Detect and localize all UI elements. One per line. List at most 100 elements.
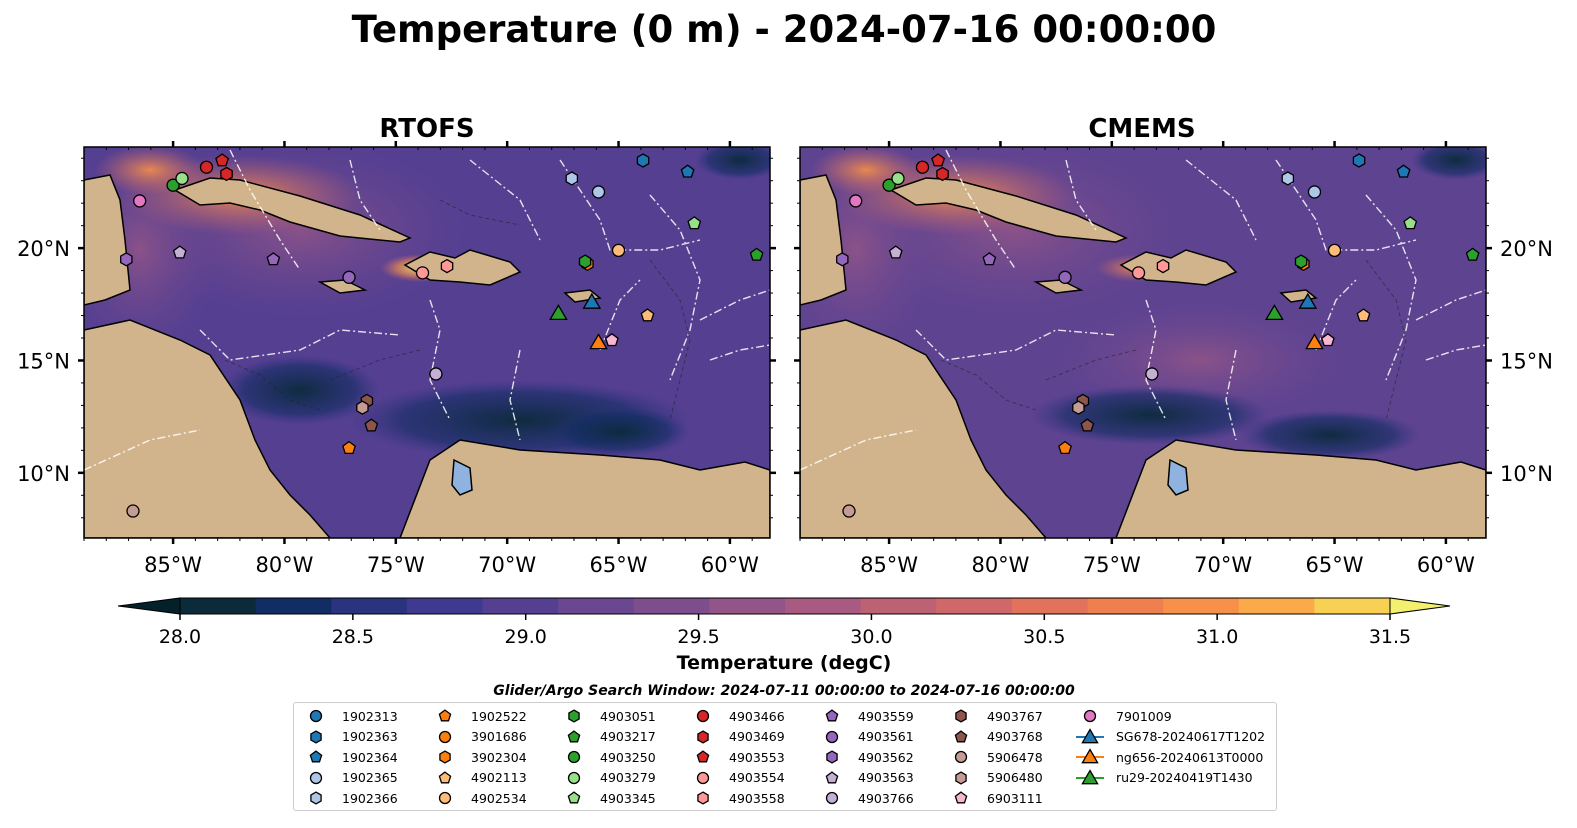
legend-marker-shape (955, 770, 967, 785)
legend-item-4903279: 4903279 (560, 768, 656, 788)
platform-marker-4902113 (640, 308, 655, 322)
legend-marker-shape (825, 730, 839, 743)
platform-marker-4903051 (1294, 254, 1308, 269)
legend-marker-shape (825, 770, 839, 783)
panel-title-cmems: CMEMS (1088, 114, 1195, 144)
colorbar-extend-low (117, 597, 181, 615)
legend-label: 1902364 (342, 749, 398, 765)
y-tick-label: 20°N (1500, 237, 1553, 261)
colorbar-segment (180, 598, 257, 614)
x-tick-label: 60°W (1417, 553, 1475, 577)
legend-item-3901686: 3901686 (431, 727, 527, 747)
colorbar-tick-label: 29.0 (505, 626, 547, 648)
legend-marker-shape (438, 709, 452, 722)
legend-label: SG678-20240617T1202 (1116, 729, 1266, 744)
legend-marker (954, 750, 968, 764)
platform-marker-4902534 (611, 243, 626, 258)
legend-marker-shape (309, 709, 323, 723)
platform-marker-4903561 (342, 270, 356, 284)
legend-marker-shape (439, 750, 451, 764)
platform-marker-4903562 (836, 252, 849, 267)
legend-marker (696, 771, 710, 784)
cool-anomaly (695, 147, 770, 180)
colorbar-segment (860, 598, 937, 614)
legend-marker-shape (697, 729, 709, 744)
legend-label: 4903562 (858, 749, 914, 765)
x-tick-label: 65°W (1306, 553, 1364, 577)
legend-marker (696, 750, 710, 763)
legend-item-4902534: 4902534 (431, 788, 527, 808)
platform-marker-ng656-20240613t0000 (1305, 333, 1324, 350)
platform-marker-4903766 (429, 367, 443, 381)
legend-marker (955, 770, 967, 785)
legend-marker (309, 771, 323, 784)
legend-marker-shape (309, 771, 323, 784)
cool-anomaly (1411, 147, 1486, 180)
colorbar-segment (558, 598, 635, 614)
colorbar-segment (633, 598, 710, 614)
platform-marker-4903279 (175, 171, 189, 186)
legend-item-4903466: 4903466 (689, 706, 785, 726)
legend-marker (1083, 709, 1097, 723)
panel-title-rtofs: RTOFS (379, 114, 474, 144)
y-tick-label: 20°N (17, 237, 70, 261)
legend-marker-shape (310, 729, 322, 744)
legend-marker-shape (310, 791, 322, 805)
colorbar-tick-label: 30.0 (850, 626, 892, 648)
platform-marker-4903558 (440, 258, 454, 274)
legend-label: 4903466 (729, 708, 785, 724)
legend-label: 4903553 (729, 749, 785, 765)
legend-marker (825, 770, 839, 783)
colorbar-segment (482, 598, 559, 614)
legend-label: 1902522 (471, 708, 527, 724)
y-tick-label: 10°N (17, 462, 70, 486)
legend-marker (697, 729, 709, 744)
legend-item-3902304: 3902304 (431, 747, 527, 767)
colorbar-label: Temperature (degC) (677, 652, 892, 674)
platform-marker-1902522 (1058, 440, 1072, 455)
platform-marker-4902113 (1356, 308, 1371, 322)
platform-marker-4903766 (1145, 367, 1159, 381)
x-tick-label: 75°W (367, 553, 425, 577)
platform-marker-1902363 (636, 153, 650, 168)
legend-marker (310, 791, 322, 805)
platform-marker-4903345 (687, 216, 702, 230)
bathymetry-contours (940, 259, 1407, 421)
platform-marker-4903469 (936, 166, 949, 182)
platform-marker-4903553 (931, 153, 946, 167)
legend-item-1902522: 1902522 (431, 706, 527, 726)
legend-label: 4903559 (858, 708, 914, 724)
x-tick-label: 65°W (590, 553, 648, 577)
colorbar-segment (709, 598, 786, 614)
legend-marker-shape (568, 709, 580, 723)
legend-marker-shape (826, 750, 838, 764)
legend-item-4902113: 4902113 (431, 768, 527, 788)
figure-title: Temperature (0 m) - 2024-07-16 00:00:00 (352, 8, 1217, 51)
colorbar-tick-label: 31.5 (1369, 626, 1411, 648)
legend-label: ru29-20240419T1430 (1116, 770, 1253, 785)
colorbar-tick-label: 28.0 (159, 626, 201, 648)
colorbar-tick-label: 30.5 (1023, 626, 1065, 648)
colorbar: 28.0 28.5 29.0 29.5 30.0 30.5 31.0 31.5 Tempera… (117, 597, 1451, 674)
legend-label: 6903111 (987, 790, 1043, 806)
colorbar-tick-label: 29.5 (677, 626, 719, 648)
legend-marker-shape (697, 791, 709, 805)
legend-item-7901009: 7901009 (1076, 706, 1172, 726)
legend-item-4903553: 4903553 (689, 747, 785, 767)
legend-marker (309, 709, 323, 723)
legend-marker (568, 709, 580, 723)
panel-rtofs: RTOFS (83, 114, 771, 539)
platform-marker-4903559 (982, 252, 997, 266)
colorbar-segment (1238, 598, 1315, 614)
legend-marker-shape (696, 709, 710, 723)
legend-marker-shape (438, 770, 452, 783)
legend-label: 5906478 (987, 749, 1043, 765)
legend-item-5906480: 5906480 (947, 768, 1043, 788)
legend-marker (955, 709, 967, 723)
legend-label: 1902365 (342, 770, 398, 785)
platform-marker-1902366 (565, 171, 579, 186)
legend-label: 4903558 (729, 790, 785, 806)
platform-marker-4903563 (172, 245, 187, 259)
platform-marker-sg678-20240617t1202 (582, 292, 602, 309)
platform-marker-4903466 (199, 160, 214, 174)
